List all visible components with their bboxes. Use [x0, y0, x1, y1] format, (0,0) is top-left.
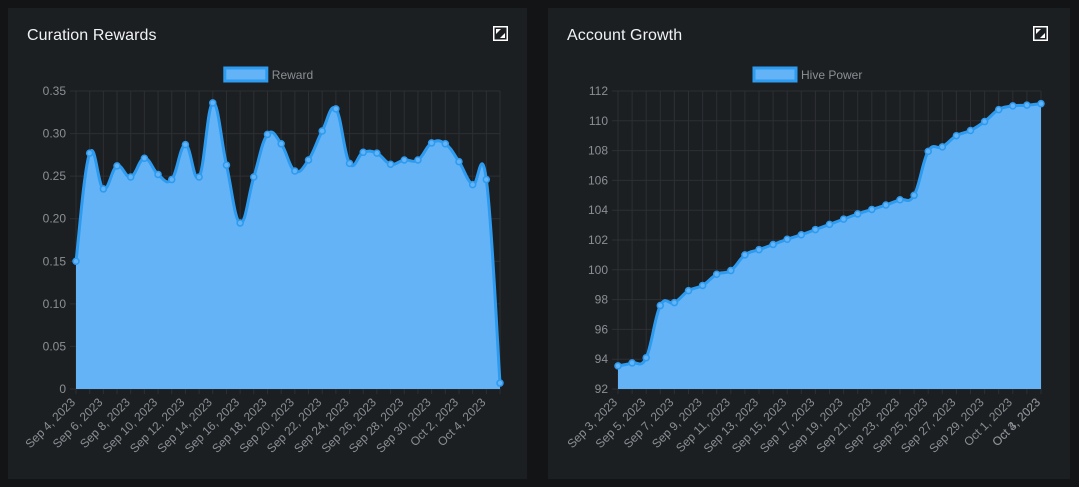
panel-title: Curation Rewards [27, 27, 157, 44]
data-point [684, 286, 693, 295]
data-point [628, 359, 636, 367]
data-point [140, 154, 149, 163]
data-point [938, 143, 947, 151]
curation-rewards-panel: Curation Rewards 0 0.05 0.10 0.15 0.20 0.25 0.… [8, 8, 527, 479]
y-tick-label: 98 [595, 293, 609, 307]
data-point [126, 173, 135, 181]
y-tick-label: 0.05 [43, 339, 67, 353]
data-point [783, 235, 791, 244]
data-point [441, 140, 450, 148]
data-point [980, 117, 989, 126]
data-point [236, 219, 244, 227]
data-point [263, 130, 272, 139]
data-point [698, 281, 707, 290]
data-point [427, 139, 436, 147]
data-point [811, 225, 820, 234]
data-point [769, 240, 777, 249]
data-point [291, 167, 299, 175]
y-tick-label: 96 [595, 322, 609, 336]
area-fill [618, 103, 1041, 389]
data-point [966, 126, 975, 135]
area-fill [76, 102, 500, 389]
data-point [642, 353, 650, 362]
data-point [318, 127, 326, 135]
data-point [797, 231, 806, 239]
y-tick-label: 94 [595, 352, 609, 366]
data-point [727, 266, 735, 275]
data-point [1023, 101, 1031, 109]
data-point [222, 161, 231, 169]
data-point [882, 201, 890, 209]
data-point [839, 215, 848, 223]
y-tick-label: 0.20 [43, 212, 67, 226]
y-tick-label: 108 [588, 144, 608, 158]
y-tick-label: 106 [588, 173, 608, 187]
data-point [1037, 99, 1045, 108]
data-point [209, 99, 217, 107]
legend-label: Reward [272, 68, 313, 82]
data-point [85, 149, 94, 157]
y-tick-label: 112 [589, 84, 608, 98]
data-point [868, 205, 876, 214]
data-point [853, 210, 862, 218]
y-tick-label: 100 [588, 263, 608, 277]
data-point [359, 148, 367, 157]
data-point [496, 379, 504, 387]
data-point [952, 131, 961, 140]
data-point [712, 270, 721, 279]
data-point [167, 175, 176, 184]
data-point [250, 173, 258, 181]
data-point [277, 140, 285, 148]
data-point [304, 156, 313, 164]
y-tick-label: 0.35 [43, 84, 67, 98]
data-point [72, 257, 80, 266]
expand-icon[interactable] [1033, 26, 1048, 41]
data-point [670, 298, 679, 307]
data-point [99, 185, 108, 193]
data-point [195, 173, 203, 181]
data-point [910, 191, 918, 200]
expand-icon[interactable] [493, 26, 508, 41]
data-point [332, 105, 340, 113]
y-tick-label: 0 [59, 382, 66, 396]
y-tick-label: 0.15 [43, 254, 67, 268]
data-point [386, 160, 395, 168]
data-point [614, 362, 622, 370]
data-point [825, 220, 834, 229]
legend-label: Hive Power [801, 68, 862, 82]
data-point [455, 157, 463, 166]
data-point [414, 156, 422, 164]
data-point [468, 180, 477, 189]
y-tick-label: 104 [588, 203, 608, 217]
y-tick-label: 92 [595, 382, 609, 396]
data-point [400, 156, 409, 164]
account-growth-panel: Account Growth 92 94 96 98 100 102 104 106 108 11… [548, 8, 1070, 479]
data-point [656, 301, 665, 310]
y-tick-label: 0.10 [43, 297, 67, 311]
legend-swatch [223, 66, 269, 83]
data-point [345, 159, 354, 168]
data-point [755, 245, 763, 254]
data-point [181, 140, 190, 149]
data-point [1009, 102, 1017, 110]
panel-title: Account Growth [567, 27, 683, 44]
data-point [994, 105, 1003, 114]
data-point [924, 147, 932, 156]
data-point [154, 170, 162, 179]
y-tick-label: 0.25 [43, 169, 67, 183]
y-tick-label: 110 [589, 114, 608, 128]
y-tick-label: 102 [588, 233, 608, 247]
data-point [482, 175, 491, 184]
y-tick-label: 0.30 [43, 127, 67, 141]
data-point [113, 162, 121, 170]
data-point [373, 149, 381, 157]
data-point [741, 251, 749, 259]
legend-swatch [752, 66, 798, 83]
data-point [896, 196, 904, 204]
